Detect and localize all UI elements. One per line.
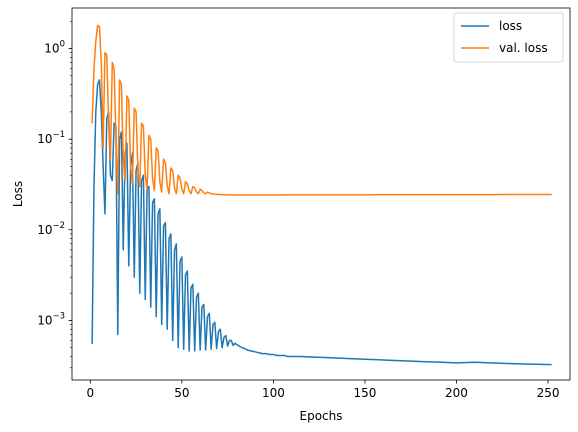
y-axis: 10−3 10−2 10−1 100 bbox=[37, 20, 72, 369]
legend-label-val-loss: val. loss bbox=[499, 41, 548, 55]
y-tick-label: 10−1 bbox=[37, 130, 65, 146]
legend-label-loss: loss bbox=[499, 19, 522, 33]
y-tick-label: 100 bbox=[44, 40, 65, 56]
legend: loss val. loss bbox=[453, 12, 564, 63]
y-tick-label: 10−3 bbox=[37, 311, 65, 327]
plot-area bbox=[91, 24, 552, 366]
x-tick-label: 200 bbox=[445, 386, 468, 400]
y-axis-title: Loss bbox=[11, 181, 25, 207]
x-tick-label: 100 bbox=[262, 386, 285, 400]
x-tick-label: 0 bbox=[86, 386, 94, 400]
y-tick-label: 10−2 bbox=[37, 221, 65, 237]
axes-frame bbox=[71, 7, 571, 381]
x-tick-label: 250 bbox=[537, 386, 560, 400]
x-axis: 0 50 100 150 200 250 bbox=[86, 380, 559, 400]
series-line-1 bbox=[91, 24, 552, 196]
x-axis-title: Epochs bbox=[300, 409, 343, 423]
x-tick-label: 50 bbox=[174, 386, 189, 400]
x-tick-label: 150 bbox=[353, 386, 376, 400]
